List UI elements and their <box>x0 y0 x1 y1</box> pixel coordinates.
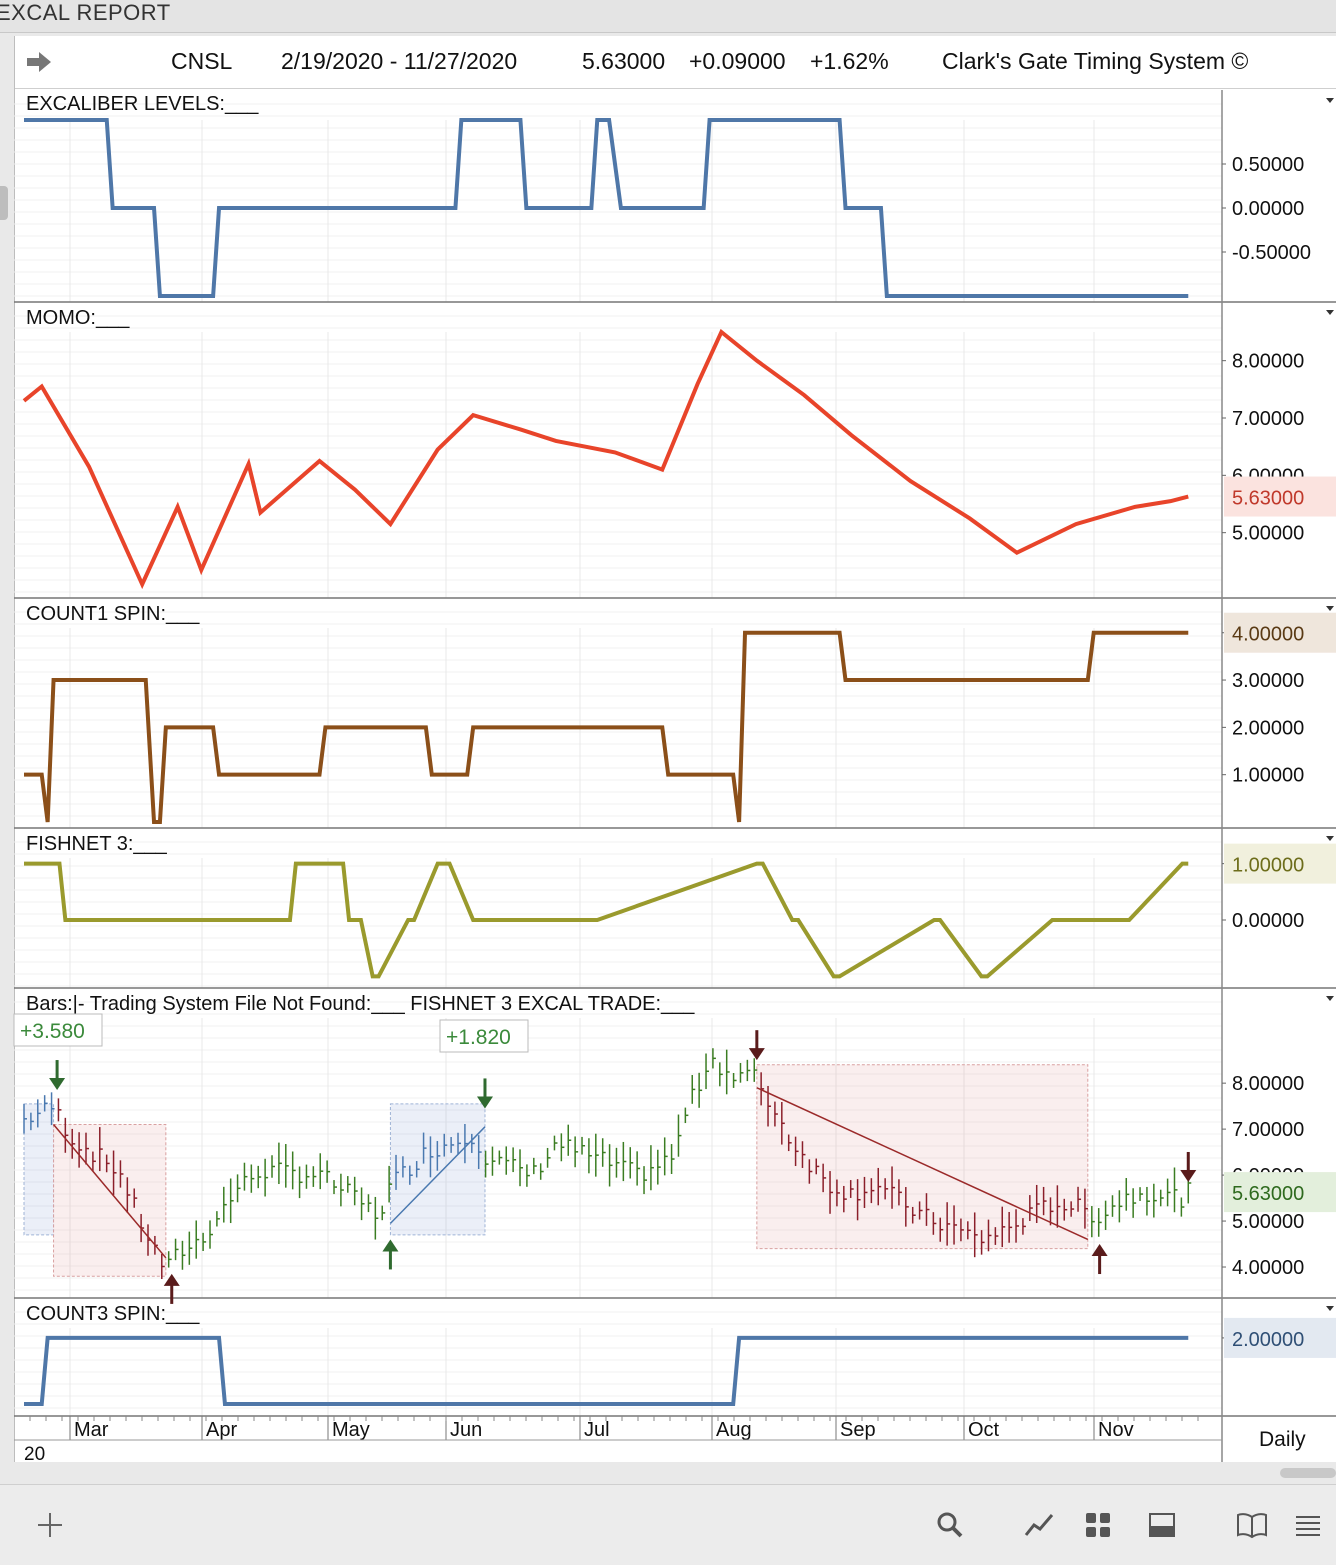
price-change: +0.09000 <box>689 48 786 74</box>
axis-tick-label: 7.00000 <box>1232 1119 1304 1141</box>
month-label: Sep <box>840 1419 876 1441</box>
panel-2 <box>14 611 1336 829</box>
axis-tick-label: 5.00000 <box>1232 523 1304 545</box>
axis-tick-label: 0.00000 <box>1232 910 1304 932</box>
grid-icon[interactable] <box>1078 1505 1118 1545</box>
axis-tick-label: 8.00000 <box>1232 1073 1304 1095</box>
panel-0 <box>14 103 1336 303</box>
chevron-down-icon <box>1326 606 1334 611</box>
last-price: 5.63000 <box>582 48 666 74</box>
chevron-down-icon <box>1326 836 1334 841</box>
last-value-badge <box>1224 612 1336 653</box>
panel-4 <box>14 1001 1336 1299</box>
sell-arrow-icon <box>163 1273 180 1286</box>
panel-3 <box>14 841 1336 989</box>
last-value-badge <box>1224 1317 1336 1358</box>
series-line <box>24 118 1189 298</box>
axis-tick-label: 5.00000 <box>1232 1211 1304 1233</box>
profit-label-box <box>13 1013 103 1047</box>
system-name: Clark's Gate Timing System © <box>942 48 1249 74</box>
panel-icon[interactable] <box>1142 1505 1182 1545</box>
price-change-pct: +1.62% <box>810 48 889 74</box>
sell-arrow-icon <box>1180 1169 1197 1182</box>
trend-line-short <box>756 1087 1089 1241</box>
chevron-down-icon <box>1326 1306 1334 1311</box>
month-label: Oct <box>968 1419 1000 1441</box>
month-label: Jun <box>450 1419 482 1441</box>
buy-arrow-icon <box>49 1078 66 1091</box>
series-line <box>24 630 1189 824</box>
trend-line-long <box>389 1126 486 1224</box>
month-label: Mar <box>74 1419 109 1441</box>
date-range: 2/19/2020 - 11/27/2020 <box>281 48 518 74</box>
chart-header: CNSL 2/19/2020 - 11/27/2020 5.63000 +0.0… <box>15 36 1336 89</box>
plus-icon[interactable] <box>30 1505 70 1545</box>
window-titlebar: EXCAL REPORT <box>0 0 1336 33</box>
last-value-badge <box>1224 1172 1336 1213</box>
panel-title: MOMO:___ <box>26 307 130 329</box>
profit-label-box <box>439 1019 529 1053</box>
chart-panels: EXCALIBER LEVELS:___ 0.50000 0.00000 -0.500… <box>13 90 1336 1465</box>
series-line <box>24 861 1189 979</box>
axis-tick-label: 1.00000 <box>1232 765 1304 787</box>
book-icon[interactable] <box>1232 1505 1272 1545</box>
axis-tick-label: -0.50000 <box>1232 242 1311 264</box>
month-label: Aug <box>716 1419 752 1441</box>
last-value-label: 1.00000 <box>1232 855 1304 877</box>
month-label: Jul <box>584 1419 610 1441</box>
symbol-label: CNSL <box>171 48 233 74</box>
axis-tick-label: 4.00000 <box>1232 1257 1304 1279</box>
series-line <box>22 328 1189 590</box>
trade-box-short <box>53 1124 167 1277</box>
profit-label: +1.820 <box>446 1026 511 1049</box>
panel-title: COUNT3 SPIN:___ <box>26 1303 200 1325</box>
line-chart-icon[interactable] <box>1020 1505 1060 1545</box>
menu-icon[interactable] <box>1288 1505 1328 1545</box>
window-title: EXCAL REPORT <box>0 0 171 25</box>
buy-arrow-icon <box>476 1096 493 1109</box>
sell-arrow-icon <box>748 1048 765 1061</box>
year-label: 20 <box>24 1444 45 1465</box>
series-line <box>24 1335 1189 1406</box>
axis-tick-label: 7.00000 <box>1232 408 1304 430</box>
arrow-right-icon[interactable] <box>25 50 53 74</box>
horizontal-scrollbar[interactable] <box>1280 1468 1336 1478</box>
axis-tick-label: 0.50000 <box>1232 154 1304 176</box>
axis-tick-label: 2.00000 <box>1232 717 1304 739</box>
panel-title: COUNT1 SPIN:___ <box>26 603 200 625</box>
last-value-badge <box>1224 843 1336 884</box>
last-value-label: 5.63000 <box>1232 488 1304 510</box>
period-label[interactable]: Daily <box>1259 1428 1306 1451</box>
last-value-label: 4.00000 <box>1232 624 1304 646</box>
panel-1 <box>14 315 1336 599</box>
sell-arrow-icon <box>1091 1244 1108 1257</box>
search-icon[interactable] <box>930 1505 970 1545</box>
panel-5 <box>14 1311 1336 1417</box>
last-value-label: 5.63000 <box>1232 1183 1304 1205</box>
panel-title: FISHNET 3:___ <box>26 833 168 855</box>
last-value-badge <box>1224 476 1336 517</box>
axis-tick-label: 0.00000 <box>1232 198 1304 220</box>
profit-label: +3.580 <box>20 1020 85 1043</box>
month-label: Nov <box>1098 1419 1134 1441</box>
panel-title: EXCALIBER LEVELS:___ <box>26 93 259 115</box>
buy-arrow-icon <box>382 1239 399 1252</box>
chevron-down-icon <box>1326 310 1334 315</box>
chevron-down-icon <box>1326 996 1334 1001</box>
month-label: Apr <box>206 1419 237 1441</box>
axis-tick-label: 3.00000 <box>1232 670 1304 692</box>
trend-line-short <box>52 1124 167 1259</box>
chart-frame: CNSL 2/19/2020 - 11/27/2020 5.63000 +0.0… <box>14 36 1336 1462</box>
axis-tick-label: 8.00000 <box>1232 351 1304 373</box>
last-value-label: 2.00000 <box>1232 1329 1304 1351</box>
panel-title: Bars:|- Trading System File Not Found:__… <box>26 993 695 1015</box>
bottom-toolbar <box>0 1484 1336 1565</box>
side-grip[interactable] <box>0 186 8 220</box>
trade-box-short <box>756 1064 1089 1250</box>
trade-box-long <box>23 1103 55 1236</box>
month-label: May <box>332 1419 370 1441</box>
chevron-down-icon <box>1326 98 1334 103</box>
